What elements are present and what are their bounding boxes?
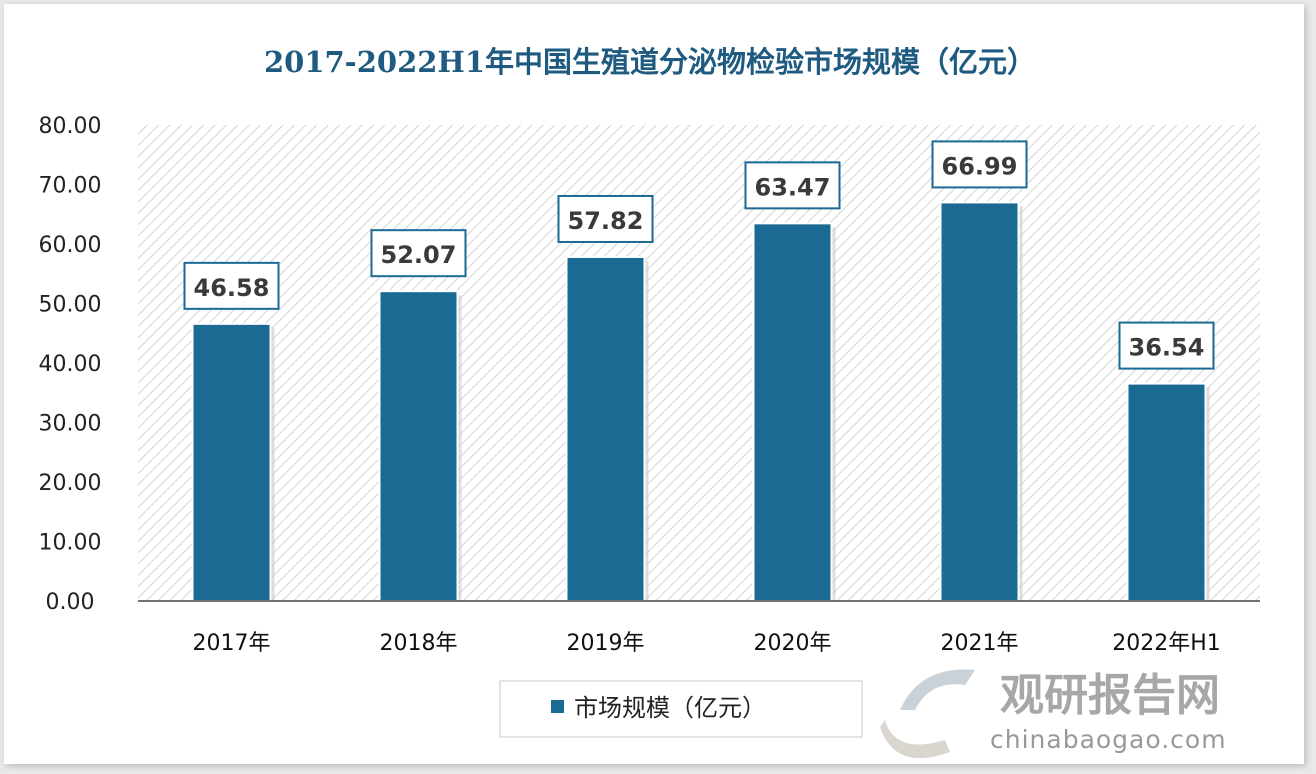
legend-label: 市场规模（亿元） [574, 694, 766, 722]
legend: 市场规模（亿元） [499, 680, 863, 738]
data-label-box [183, 261, 280, 310]
data-label-box [370, 229, 467, 278]
y-tick-label: 40.00 [39, 352, 102, 377]
y-tick-label: 80.00 [39, 114, 102, 139]
x-tick-label: 2018年 [380, 631, 458, 656]
x-tick-label: 2021年 [941, 631, 1019, 656]
data-label-box [931, 140, 1028, 189]
chart-title: 2017-2022H1年中国生殖道分泌物检验市场规模（亿元） [264, 45, 1036, 79]
y-tick-label: 20.00 [39, 471, 102, 496]
bar [565, 255, 646, 602]
watermark-cn: 观研报告网 [1000, 670, 1220, 721]
data-label: 36.54 [1129, 334, 1205, 362]
data-label-box [1118, 321, 1215, 370]
watermark-logo: 观研报告网 chinabaogao.com [880, 669, 1227, 759]
plot-area-background [138, 125, 1260, 601]
data-label: 57.82 [568, 207, 644, 235]
bar [939, 201, 1020, 603]
y-tick-label: 10.00 [39, 531, 102, 556]
bar [191, 322, 272, 602]
data-label: 63.47 [755, 173, 831, 201]
data-label: 52.07 [381, 241, 457, 269]
y-tick-label: 70.00 [39, 174, 102, 199]
y-tick-label: 0.00 [46, 590, 95, 615]
x-tick-label: 2022年H1 [1112, 631, 1221, 656]
watermark-url: chinabaogao.com [990, 725, 1227, 754]
legend-swatch [551, 700, 564, 713]
bar [378, 290, 459, 602]
y-tick-label: 50.00 [39, 293, 102, 318]
data-label-box [557, 194, 654, 243]
x-tick-label: 2017年 [193, 631, 271, 656]
data-label-box [744, 161, 841, 210]
bar [1126, 382, 1207, 602]
data-label: 66.99 [942, 152, 1018, 180]
y-tick-label: 30.00 [39, 412, 102, 437]
y-tick-label: 60.00 [39, 233, 102, 258]
x-tick-label: 2020年 [754, 631, 832, 656]
bar [752, 222, 833, 603]
data-label: 46.58 [194, 274, 270, 302]
x-tick-label: 2019年 [567, 631, 645, 656]
